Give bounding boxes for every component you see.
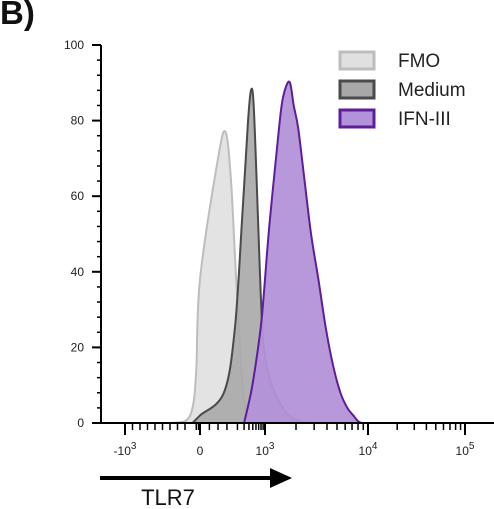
- x-axis-title-group: TLR7: [100, 468, 292, 509]
- legend: FMO Medium IFN-III: [338, 50, 466, 130]
- legend-label-medium: Medium: [398, 80, 466, 101]
- histogram-fill-medium: [192, 88, 308, 424]
- legend-swatch-fmo: [338, 50, 376, 71]
- y-tick-label: 60: [71, 189, 85, 203]
- y-axis: 0 20 40 60 80 100: [64, 38, 102, 430]
- x-axis: -103 0 103 104 105: [101, 422, 494, 458]
- x-tick-label: 105: [456, 441, 475, 458]
- y-tick-label: 0: [77, 416, 84, 430]
- legend-swatch-medium: [338, 79, 376, 100]
- histogram-areas: [169, 80, 362, 424]
- y-tick-label: 40: [71, 265, 85, 279]
- histogram-fill-fmo: [170, 131, 251, 423]
- x-tick-label: 0: [197, 444, 204, 458]
- legend-swatch-ifn-iii: [338, 108, 376, 129]
- x-axis-title: TLR7: [141, 485, 195, 509]
- histogram-outline-ifn-iii: [243, 80, 362, 424]
- x-tick-label: 104: [359, 441, 378, 458]
- y-tick-label: 80: [71, 114, 85, 128]
- x-axis-arrow-head: [270, 468, 292, 488]
- legend-label-ifn-iii: IFN-III: [398, 109, 451, 130]
- legend-label-fmo: FMO: [398, 51, 440, 72]
- histogram-fill-ifn-iii: [244, 81, 362, 423]
- panel-label: B): [0, 0, 35, 31]
- x-tick-label: -103: [114, 441, 137, 458]
- x-tick-label: 103: [256, 441, 275, 458]
- y-tick-label: 20: [71, 340, 85, 354]
- y-tick-label: 100: [64, 38, 84, 52]
